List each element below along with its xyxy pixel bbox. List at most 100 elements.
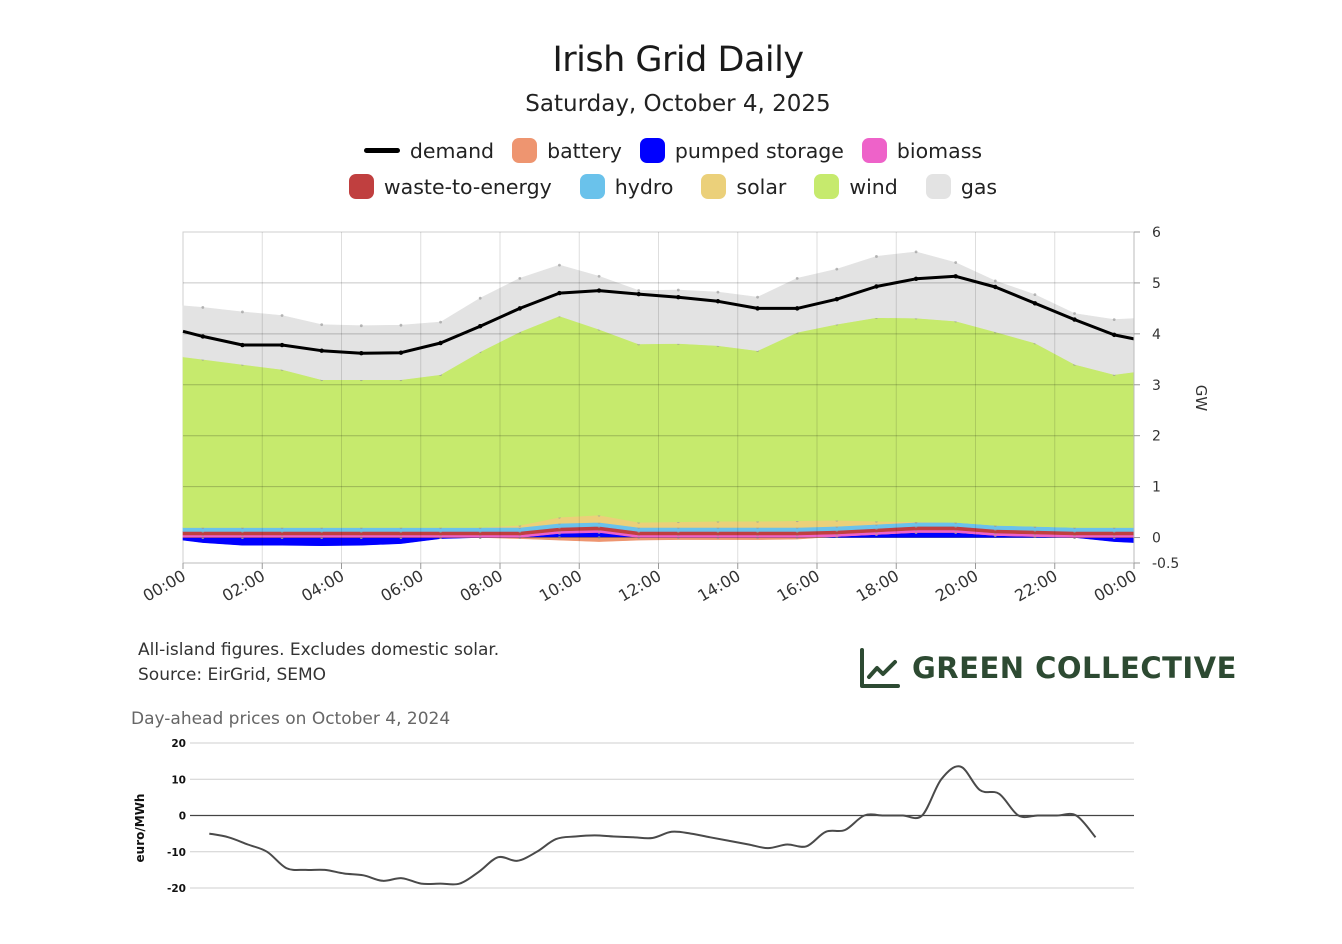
- legend-row-1: demand battery pumped storage biomass: [0, 138, 1342, 163]
- legend-item-biomass[interactable]: biomass: [861, 138, 983, 163]
- demand-point: [240, 342, 245, 348]
- demand-point: [874, 284, 879, 289]
- marker-gas: [676, 288, 680, 292]
- chart-title: Irish Grid Daily: [552, 40, 804, 80]
- legend-label-biomass: biomass: [896, 138, 983, 163]
- price-y-tick-label: 10: [171, 774, 186, 786]
- demand-point: [200, 334, 206, 339]
- x-tick-label: 06:00: [377, 566, 426, 606]
- marker-gas: [914, 250, 918, 254]
- legend-item-solar[interactable]: solar: [701, 174, 786, 199]
- marker-gas: [558, 263, 561, 267]
- x-tick-label: 00:00: [140, 566, 189, 606]
- marker-gas: [1033, 293, 1037, 297]
- marker-gas: [597, 274, 601, 278]
- marker-gas: [280, 314, 284, 317]
- x-tick-label: 00:00: [1091, 566, 1140, 606]
- x-tick-label: 16:00: [774, 566, 823, 606]
- gridlines: [183, 232, 1134, 563]
- x-tick-label: 04:00: [298, 566, 347, 606]
- legend-swatch-pumped: [639, 138, 665, 163]
- price-line: [209, 765, 1097, 886]
- demand-line: [182, 274, 1135, 355]
- legend-item-battery[interactable]: battery: [512, 138, 622, 163]
- marker-gas: [993, 279, 997, 283]
- marker-gas: [835, 267, 839, 271]
- footnote-source: Source: EirGrid, SEMO: [138, 665, 327, 685]
- legend-swatch-hydro: [579, 174, 605, 199]
- legend-item-waste[interactable]: waste-to-energy: [348, 174, 552, 199]
- marker-gas: [399, 323, 403, 327]
- demand-point: [279, 342, 285, 348]
- marker-gas: [320, 323, 324, 327]
- x-tick-label: 22:00: [1011, 566, 1060, 606]
- legend-label-hydro: hydro: [614, 174, 674, 199]
- footnote-coverage: All-island figures. Excludes domestic so…: [138, 640, 500, 660]
- marker-gas: [201, 305, 205, 309]
- marker-gas: [478, 296, 482, 300]
- legend-item-pumped[interactable]: pumped storage: [639, 138, 844, 163]
- marker-gas: [637, 289, 641, 292]
- price-y-axis-label: euro/MWh: [133, 794, 147, 863]
- legend-label-pumped: pumped storage: [674, 138, 844, 163]
- x-tick-label: 08:00: [457, 566, 506, 606]
- demand-point: [755, 306, 760, 311]
- y-tick-label: -0.5: [1152, 556, 1179, 572]
- legend-item-wind[interactable]: wind: [814, 174, 898, 199]
- legend-row-2: waste-to-energy hydro solar wind gas: [0, 174, 1342, 199]
- demand-point: [794, 306, 800, 311]
- demand-point: [557, 290, 562, 296]
- marker-gas: [795, 276, 799, 280]
- demand-point: [993, 284, 998, 290]
- x-tick-label: 02:00: [219, 566, 268, 606]
- demand-point: [676, 294, 681, 300]
- price-y-tick-label: 0: [179, 811, 186, 823]
- y-tick-label: 2: [1152, 429, 1161, 445]
- demand-point: [636, 291, 641, 297]
- legend-swatch-battery: [512, 138, 538, 163]
- y-tick-label: 0: [1152, 531, 1161, 547]
- legend-swatch-wind: [814, 174, 840, 199]
- y-tick-label: 3: [1152, 378, 1161, 394]
- y-tick-label: 6: [1152, 225, 1161, 241]
- legend-label-battery: battery: [547, 138, 622, 163]
- legend-swatch-demand: [363, 148, 400, 153]
- legend-label-waste: waste-to-energy: [383, 174, 552, 199]
- demand-point: [1072, 317, 1077, 322]
- line-chart-icon: [860, 648, 900, 688]
- price-y-tick-label: 20: [171, 738, 186, 750]
- price-chart-title: Day-ahead prices on October 4, 2024: [131, 709, 451, 729]
- marker-gas: [756, 295, 759, 299]
- legend-label-wind: wind: [849, 174, 898, 199]
- demand-point: [953, 274, 958, 279]
- demand-point: [715, 299, 721, 304]
- marker-battery: [597, 536, 601, 539]
- demand-point: [1111, 332, 1117, 338]
- legend-item-demand[interactable]: demand: [363, 138, 494, 163]
- x-tick-label: 12:00: [615, 566, 664, 606]
- demand-point: [596, 288, 602, 293]
- demand-point: [517, 306, 523, 311]
- marker-gas: [1112, 318, 1116, 321]
- y-tick-label: 1: [1152, 480, 1161, 496]
- legend-swatch-gas: [925, 174, 951, 199]
- demand-point: [319, 348, 324, 353]
- demand-point: [1032, 301, 1038, 306]
- marker-gas: [241, 310, 244, 314]
- legend-swatch-waste: [348, 174, 374, 199]
- legend-item-hydro[interactable]: hydro: [579, 174, 674, 199]
- legend-item-gas[interactable]: gas: [925, 174, 998, 199]
- marker-gas: [359, 324, 363, 328]
- marker-gas: [954, 261, 958, 264]
- marker-gas: [439, 320, 442, 324]
- marker-gas: [518, 276, 522, 280]
- y-axis-label: GW: [1192, 385, 1210, 412]
- x-tick-label: 10:00: [536, 566, 585, 606]
- y-tick-label: 4: [1152, 327, 1161, 343]
- price-y-tick-label: -20: [167, 883, 186, 895]
- generation-chart: 6 5 4 3 2 1 0 -0.5 GW 00:00 02:00 04:00 06:00 08:00 10…: [140, 225, 1210, 606]
- demand-point: [477, 324, 483, 329]
- legend-label-gas: gas: [960, 174, 998, 199]
- marker-battery: [558, 536, 561, 539]
- legend-swatch-biomass: [861, 138, 887, 163]
